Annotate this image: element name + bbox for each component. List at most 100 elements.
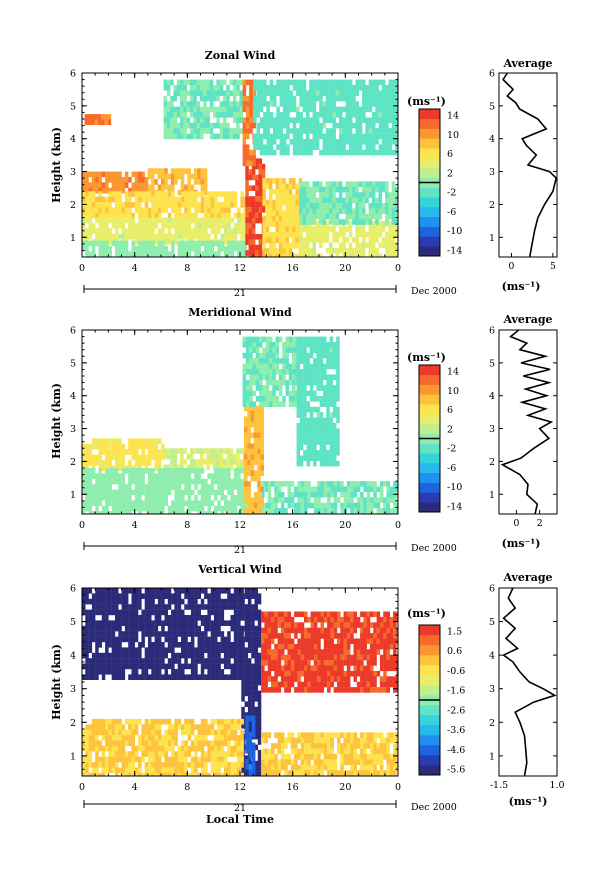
zonal-wind-region [82, 240, 248, 257]
zonal-wind-ytick-label: 5 [70, 101, 76, 112]
zonal-wind-ytick-label: 2 [70, 200, 76, 211]
vertical-wind-colorbar-step [419, 755, 440, 766]
zonal-wind-colorbar-step [419, 158, 440, 169]
zonal-wind-colorbar-step [419, 197, 440, 208]
meridional-wind-xtick-label: 16 [287, 520, 299, 531]
vertical-wind-xtick-label: 12 [234, 782, 246, 793]
meridional-wind-colorbar-label: 14 [447, 367, 459, 378]
vertical-wind-region [261, 732, 398, 776]
meridional-wind-date-label: Dec 2000 [411, 543, 457, 554]
meridional-wind-ytick-label: 2 [70, 457, 76, 468]
meridional-wind-colorbar-step [419, 414, 440, 425]
meridional-wind-day-label: 21 [234, 545, 246, 556]
zonal-wind-day-bar: 21 [83, 285, 397, 299]
meridional-wind-colorbar-step [419, 374, 440, 385]
zonal-wind-region [163, 79, 243, 140]
zonal-wind-avg-ytick-label: 5 [489, 101, 495, 112]
vertical-wind-colorbar-label: -5.6 [447, 765, 465, 776]
zonal-wind-avg-xtick-label: 5 [550, 261, 556, 272]
vertical-wind-avg-ytick-label: 5 [489, 617, 495, 628]
meridional-wind-avg-ytick-label: 3 [489, 424, 495, 435]
meridional-wind-day-bar: 21 [83, 542, 397, 556]
vertical-wind-colorbar-label: 1.5 [447, 627, 462, 638]
meridional-wind-colorbar-label: -2 [447, 444, 456, 455]
zonal-wind-avg-ytick-label: 1 [489, 233, 495, 244]
zonal-wind-colorbar-label: 2 [447, 168, 453, 179]
vertical-wind-colorbar-label: -2.6 [447, 705, 465, 716]
vertical-wind-date-label: Dec 2000 [411, 802, 457, 813]
zonal-wind-colorbar-step [419, 207, 440, 218]
zonal-wind-xtick-label: 12 [234, 263, 246, 274]
vertical-wind-colorbar-step [419, 635, 440, 646]
vertical-wind-region [245, 715, 256, 776]
vertical-wind-xtick-label: 4 [132, 782, 138, 793]
zonal-wind-colorbar-label: (ms⁻¹) [407, 95, 446, 108]
zonal-wind-day-label: 21 [234, 288, 246, 299]
meridional-wind-region [82, 438, 165, 471]
meridional-wind-title: Meridional Wind [188, 306, 292, 319]
meridional-wind-region [163, 448, 247, 471]
meridional-wind-colorbar-label: (ms⁻¹) [407, 351, 446, 364]
vertical-wind-colorbar-step [419, 645, 440, 656]
vertical-wind-xtick-label: 8 [184, 782, 190, 793]
zonal-wind-ytick-label: 6 [70, 69, 76, 80]
zonal-wind-colorbar-label: 14 [447, 111, 459, 122]
vertical-wind-ytick-label: 1 [70, 751, 76, 762]
vertical-wind-xtick-label: 16 [287, 782, 299, 793]
zonal-wind-colorbar-step [419, 236, 440, 247]
meridional-wind-colorbar-step [419, 384, 440, 395]
zonal-wind-region [262, 178, 303, 257]
vertical-wind-colorbar-step [419, 735, 440, 746]
meridional-wind-colorbar-step [419, 423, 440, 434]
vertical-wind-avg-xlabel: (ms⁻¹) [509, 795, 548, 808]
vertical-wind-day-label: 21 [234, 803, 246, 814]
meridional-wind-colorbar: 14 10 6 2 -2 -6 -10 -14 [418, 364, 462, 513]
zonal-wind-avg-ytick-label: 4 [489, 134, 495, 145]
zonal-wind-avg-xtick-label: 0 [508, 261, 514, 272]
zonal-wind-colorbar-step [419, 118, 440, 129]
zonal-wind-region [82, 171, 149, 194]
vertical-wind-colorbar-step [419, 625, 440, 636]
zonal-wind-avg-frame [498, 72, 558, 258]
meridional-wind-avg-frame [498, 329, 558, 515]
vertical-wind-region [82, 718, 244, 776]
vertical-wind-title: Vertical Wind [197, 563, 282, 576]
zonal-wind-colorbar-step [419, 167, 440, 178]
zonal-wind-colorbar-step [419, 128, 440, 139]
meridional-wind-avg-ytick-label: 1 [489, 490, 495, 501]
meridional-wind-region [296, 336, 340, 467]
zonal-wind-avg-xlabel: (ms⁻¹) [502, 280, 541, 293]
meridional-wind-xtick-label: 0 [395, 520, 401, 531]
zonal-wind-colorbar: 14 10 6 2 -2 -6 -10 -14 [418, 108, 462, 257]
vertical-wind-ytick-label: 5 [70, 617, 76, 628]
zonal-wind-ytick-label: 4 [70, 134, 76, 145]
vertical-wind-colorbar-label: -4.6 [447, 745, 465, 756]
meridional-wind-colorbar-label: 2 [447, 424, 453, 435]
zonal-wind-colorbar-step [419, 216, 440, 227]
zonal-wind-colorbar-label: -2 [447, 188, 456, 199]
meridional-wind-colorbar-step [419, 463, 440, 474]
vertical-wind-xtick-label: 20 [339, 782, 351, 793]
zonal-wind-date-label: Dec 2000 [411, 286, 457, 297]
meridional-wind-colorbar-step [419, 502, 440, 513]
meridional-wind-region [261, 481, 398, 514]
meridional-wind-colorbar-label: -10 [447, 482, 462, 493]
vertical-wind-avg-profile: 1 2 3 4 5 6 -1.5 1.0 [489, 584, 565, 792]
meridional-wind-ytick-label: 3 [70, 424, 76, 435]
vertical-wind-colorbar: 1.5 0.6 -0.6 -1.6 -2.6 -3.6 -4.6 -5.6 [418, 624, 465, 776]
vertical-wind-avg-frame [498, 587, 558, 777]
vertical-wind-avg-ytick-label: 2 [489, 718, 495, 729]
vertical-wind-xtick-label: 0 [79, 782, 85, 793]
meridional-wind-xtick-label: 12 [234, 520, 246, 531]
meridional-wind-region [82, 468, 248, 514]
zonal-wind-title: Zonal Wind [205, 49, 276, 62]
zonal-wind-colorbar-step [419, 109, 440, 120]
zonal-wind-colorbar-step [419, 226, 440, 237]
zonal-wind-xtick-label: 8 [184, 263, 190, 274]
zonal-wind-colorbar-step [419, 246, 440, 257]
zonal-wind-avg-ytick-label: 2 [489, 200, 495, 211]
vertical-wind-region [261, 611, 398, 693]
meridional-wind-colorbar-step [419, 492, 440, 503]
